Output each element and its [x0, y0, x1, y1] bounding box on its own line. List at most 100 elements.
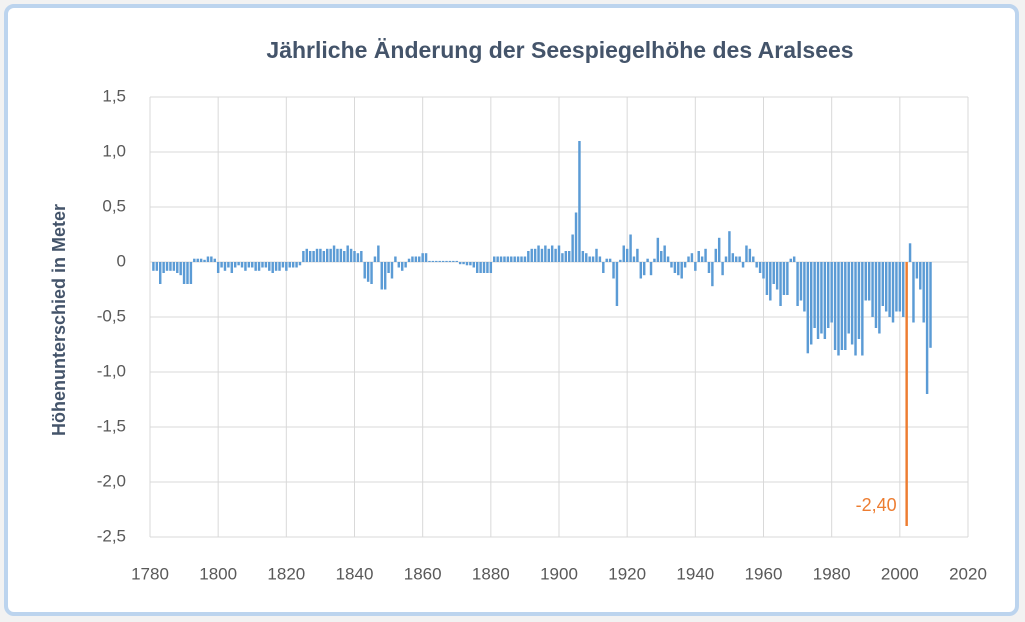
bar: [758, 262, 762, 273]
bar: [844, 262, 847, 350]
bar: [809, 262, 813, 345]
bar: [745, 245, 748, 262]
bar: [383, 262, 387, 290]
bar: [319, 248, 322, 262]
x-tick-label: 1820: [267, 564, 305, 583]
bar: [496, 256, 499, 262]
y-axis-title: Höhenunterschied in Meter: [49, 204, 69, 436]
bar: [769, 262, 772, 301]
bar: [625, 248, 629, 262]
bar: [158, 262, 162, 284]
bar: [458, 262, 462, 265]
bar: [516, 256, 520, 262]
bar: [711, 262, 714, 287]
bar: [356, 253, 360, 262]
chart-frame: [4, 4, 1019, 616]
bar: [854, 262, 857, 356]
data-label: -2,40: [856, 495, 897, 515]
bar: [585, 253, 588, 262]
bar: [493, 256, 496, 262]
bar: [274, 262, 278, 271]
bar: [919, 262, 922, 290]
bar: [513, 256, 516, 262]
bar: [714, 248, 718, 262]
bar: [646, 258, 649, 262]
bar: [336, 248, 339, 262]
bar: [510, 256, 513, 262]
bar: [898, 262, 902, 312]
bar: [571, 234, 574, 262]
bar: [499, 256, 503, 262]
bar: [820, 262, 823, 334]
bar: [629, 234, 632, 262]
bar: [475, 262, 479, 273]
bar: [257, 262, 261, 271]
bar: [721, 262, 724, 276]
y-tick-label: 1,0: [102, 141, 126, 160]
bar: [486, 262, 489, 273]
bar: [237, 262, 240, 266]
bar: [397, 262, 401, 268]
bar: [663, 245, 666, 262]
y-tick-label: 0,5: [102, 196, 126, 215]
bar: [833, 262, 837, 350]
bar: [837, 262, 840, 356]
y-tick-label: -2,0: [97, 471, 126, 490]
bar: [554, 248, 557, 262]
bar: [779, 262, 782, 306]
bar: [775, 262, 779, 290]
bar: [602, 262, 605, 273]
x-tick-label: 1920: [608, 564, 646, 583]
bar: [346, 245, 349, 262]
bar: [452, 260, 455, 262]
bar: [850, 262, 854, 345]
bar: [312, 251, 315, 262]
bar: [656, 237, 660, 262]
bar: [216, 262, 220, 273]
bar: [666, 256, 670, 262]
bar: [728, 231, 731, 262]
bar: [578, 141, 581, 262]
bar: [792, 256, 796, 262]
bar: [329, 248, 332, 262]
bar: [421, 253, 424, 262]
bar: [254, 262, 257, 271]
bar: [285, 262, 288, 271]
bar: [799, 262, 803, 301]
bar: [264, 262, 268, 268]
bar: [210, 256, 213, 262]
bar: [533, 248, 537, 262]
bar: [782, 262, 786, 295]
bar: [472, 262, 476, 268]
bar: [694, 262, 697, 271]
bar: [574, 212, 578, 262]
plot-area: -2,5 -2,0 -1,5 -1,0 -0,5 0 0,5 1,0 1,5 1780 1800 18…: [97, 86, 987, 583]
bar: [813, 262, 816, 328]
bar: [165, 262, 169, 271]
bar: [268, 262, 271, 271]
bar: [407, 258, 411, 262]
bar: [462, 262, 465, 265]
bar: [642, 262, 646, 276]
y-tick-label: -2,5: [97, 526, 126, 545]
bar: [636, 248, 639, 262]
bar: [169, 262, 172, 271]
bar: [697, 251, 700, 262]
bar: [308, 251, 312, 262]
x-tick-label: 1840: [336, 564, 374, 583]
bar: [213, 258, 216, 262]
bar: [816, 262, 820, 339]
bar: [390, 262, 394, 279]
bar: [884, 262, 888, 312]
bar: [193, 258, 196, 262]
y-tick-label: 0: [117, 251, 126, 270]
bar: [683, 262, 687, 268]
bar: [291, 262, 295, 268]
bar: [547, 248, 551, 262]
bar: [680, 262, 683, 279]
bar: [881, 262, 885, 306]
bar: [717, 237, 721, 262]
bar: [772, 262, 775, 284]
bar: [752, 256, 755, 262]
bar: [707, 262, 711, 273]
